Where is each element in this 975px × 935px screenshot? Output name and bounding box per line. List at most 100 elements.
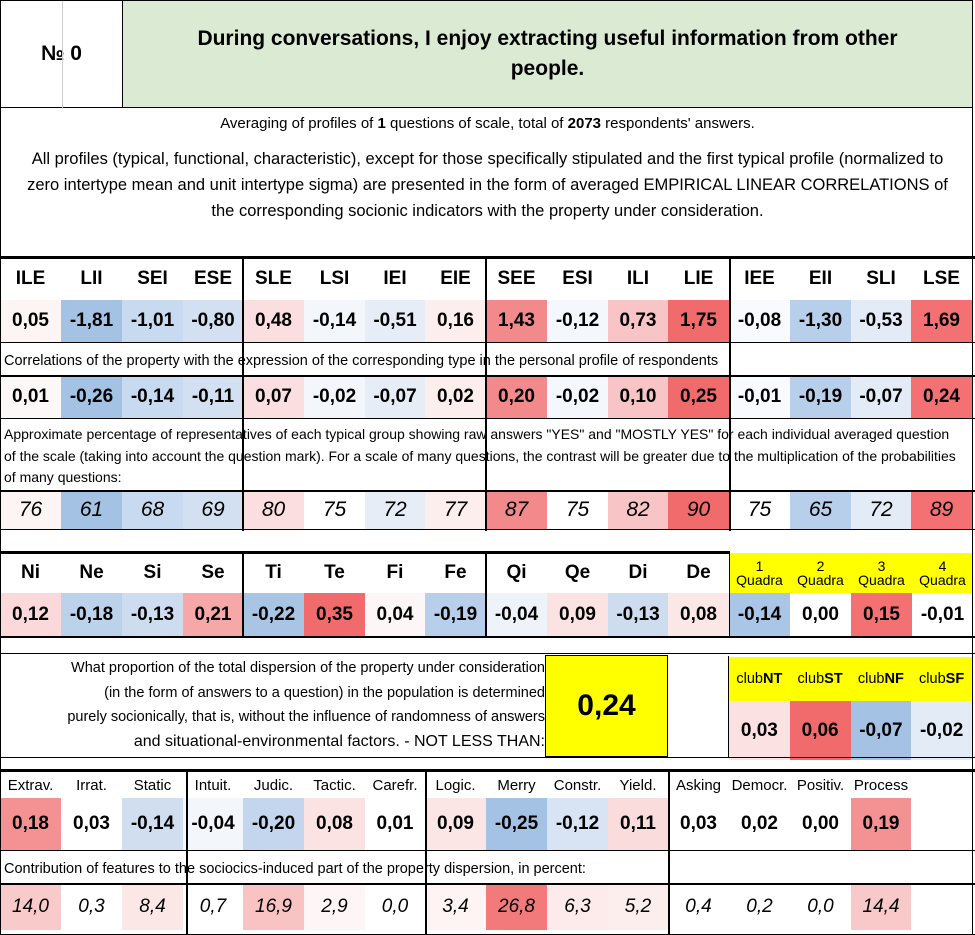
feature-contribution-value: 0,4 <box>668 884 729 930</box>
grid-line <box>186 769 188 935</box>
question-number: № 0 <box>41 42 82 65</box>
function-label: Ne <box>79 562 104 583</box>
type-label: EIE <box>440 268 471 289</box>
feature-value: 0,00 <box>790 798 851 850</box>
feature-value: -0,20 <box>243 798 304 850</box>
function-value: 0,12 <box>0 593 61 637</box>
feature-value: 0,03 <box>668 798 729 850</box>
function-label: Te <box>324 562 345 583</box>
type-correlation-value: 0,07 <box>243 376 304 418</box>
feature-value: -0,25 <box>486 798 547 850</box>
type-label: ESE <box>193 268 233 289</box>
feature-label: Tactic. <box>313 776 356 794</box>
club-label: club SF <box>919 671 965 687</box>
type-percentage-value: 89 <box>911 491 972 529</box>
type-correlation-value: 0,10 <box>608 376 668 418</box>
correlation-caption: Correlations of the property with the ex… <box>4 353 719 369</box>
type-percentage-value: 75 <box>304 491 365 529</box>
dispersion-description: What proportion of the total dispersion … <box>67 660 545 750</box>
feature-header-row: Extrav. Irrat. Static Intuit. Judic. Tactic. C… <box>0 772 911 798</box>
club-label: club ST <box>797 671 843 687</box>
feature-contribution-value: 3,4 <box>425 884 486 930</box>
type-normalized-value: 1,69 <box>911 300 972 342</box>
type-percentage-value: 61 <box>61 491 122 529</box>
grid-line <box>0 108 1 934</box>
club-value: 0,03 <box>729 701 790 760</box>
grid-line <box>242 256 244 531</box>
function-label: Qi <box>506 562 527 583</box>
type-label: LSE <box>923 268 960 289</box>
grid-line <box>668 769 670 935</box>
feature-label: Positiv. <box>796 776 845 794</box>
grid-line <box>0 551 729 554</box>
type-percentage-value: 77 <box>425 491 486 529</box>
type-label: IEI <box>383 268 407 289</box>
function-label: Qe <box>564 562 591 583</box>
feature-contribution-value: 0,7 <box>183 884 243 930</box>
type-percentage-value: 80 <box>243 491 304 529</box>
feature-value: 0,09 <box>425 798 486 850</box>
feature-label: Carefr. <box>372 776 418 794</box>
function-value: -0,22 <box>243 593 304 637</box>
feature-value: 0,03 <box>61 798 122 850</box>
profiles-note: All profiles (typical, functional, chara… <box>27 150 948 220</box>
feature-value: 0,08 <box>304 798 365 850</box>
feature-label: Logic. <box>435 776 476 794</box>
type-normalized-value: -1,81 <box>61 300 122 342</box>
function-label: Fi <box>386 562 404 583</box>
quadra-label: 4 Quadra <box>912 553 973 593</box>
type-normalized-value: 1,75 <box>668 300 729 342</box>
feature-label: Constr. <box>553 776 602 794</box>
type-label: LII <box>80 268 103 289</box>
type-header-row: ILE LII SEI ESE SLE LSI IEI EIE SEE ESI ILI LIE IEE E… <box>0 258 972 300</box>
function-label: Se <box>201 562 225 583</box>
grid-line <box>0 850 975 851</box>
type-label: ILI <box>626 268 650 289</box>
feature-label: Intuit. <box>194 776 232 794</box>
feature-value: -0,04 <box>183 798 243 850</box>
type-percentage-value: 69 <box>183 491 243 529</box>
question-title: During conversations, I enjoy extracting… <box>122 0 973 108</box>
type-label: ESI <box>562 268 593 289</box>
quadra-label: 1 Quadra <box>729 553 790 593</box>
feature-value: 0,19 <box>851 798 911 850</box>
type-label: LSI <box>319 268 350 289</box>
function-label: Si <box>143 562 162 583</box>
function-label: De <box>686 562 711 583</box>
question-number-box: № 0 <box>0 0 122 109</box>
grid-line <box>0 883 975 885</box>
type-correlation-value: 0,20 <box>486 376 547 418</box>
type-normalized-value: -1,30 <box>790 300 851 342</box>
type-normalized-value: -0,14 <box>304 300 365 342</box>
type-label: IEE <box>744 268 775 289</box>
averaging-note: Averaging of profiles of 1 questions of … <box>220 115 755 132</box>
type-percentage-value: 90 <box>668 491 729 529</box>
function-label: Di <box>628 562 648 583</box>
quadra-value: -0,14 <box>729 593 790 637</box>
feature-contribution-value: 26,8 <box>486 884 547 930</box>
club-value: -0,07 <box>850 701 912 760</box>
feature-contribution-value: 6,3 <box>547 884 608 930</box>
type-correlation-value: -0,19 <box>790 376 851 418</box>
function-value: -0,13 <box>608 593 668 637</box>
function-value: 0,21 <box>183 593 243 637</box>
feature-contribution-row: 14,0 0,3 8,4 0,7 16,9 2,9 0,0 3,4 26,8 6,3 5,2 0,4 0… <box>0 884 911 930</box>
type-percentage-value: 75 <box>729 491 790 529</box>
dispersion-value: 0,24 <box>545 655 668 757</box>
grid-line <box>0 256 975 259</box>
club-table: club NT club ST club NF club SF 0,03 0,06 -0,07 -0… <box>729 657 972 760</box>
feature-value: -0,14 <box>122 798 183 850</box>
grid-line <box>0 342 975 343</box>
function-label: Fe <box>444 562 467 583</box>
function-value: -0,19 <box>425 593 486 637</box>
function-value: 0,35 <box>304 593 365 637</box>
type-label: EII <box>808 268 833 289</box>
grid-line <box>0 418 975 419</box>
type-correlation-value: -0,02 <box>304 376 365 418</box>
grid-line <box>972 108 973 934</box>
feature-label: Judic. <box>253 776 294 794</box>
type-normalized-value: -0,12 <box>547 300 608 342</box>
type-percentage-value: 76 <box>0 491 61 529</box>
type-percentage-value: 65 <box>790 491 851 529</box>
type-correlation-value: 0,02 <box>425 376 486 418</box>
